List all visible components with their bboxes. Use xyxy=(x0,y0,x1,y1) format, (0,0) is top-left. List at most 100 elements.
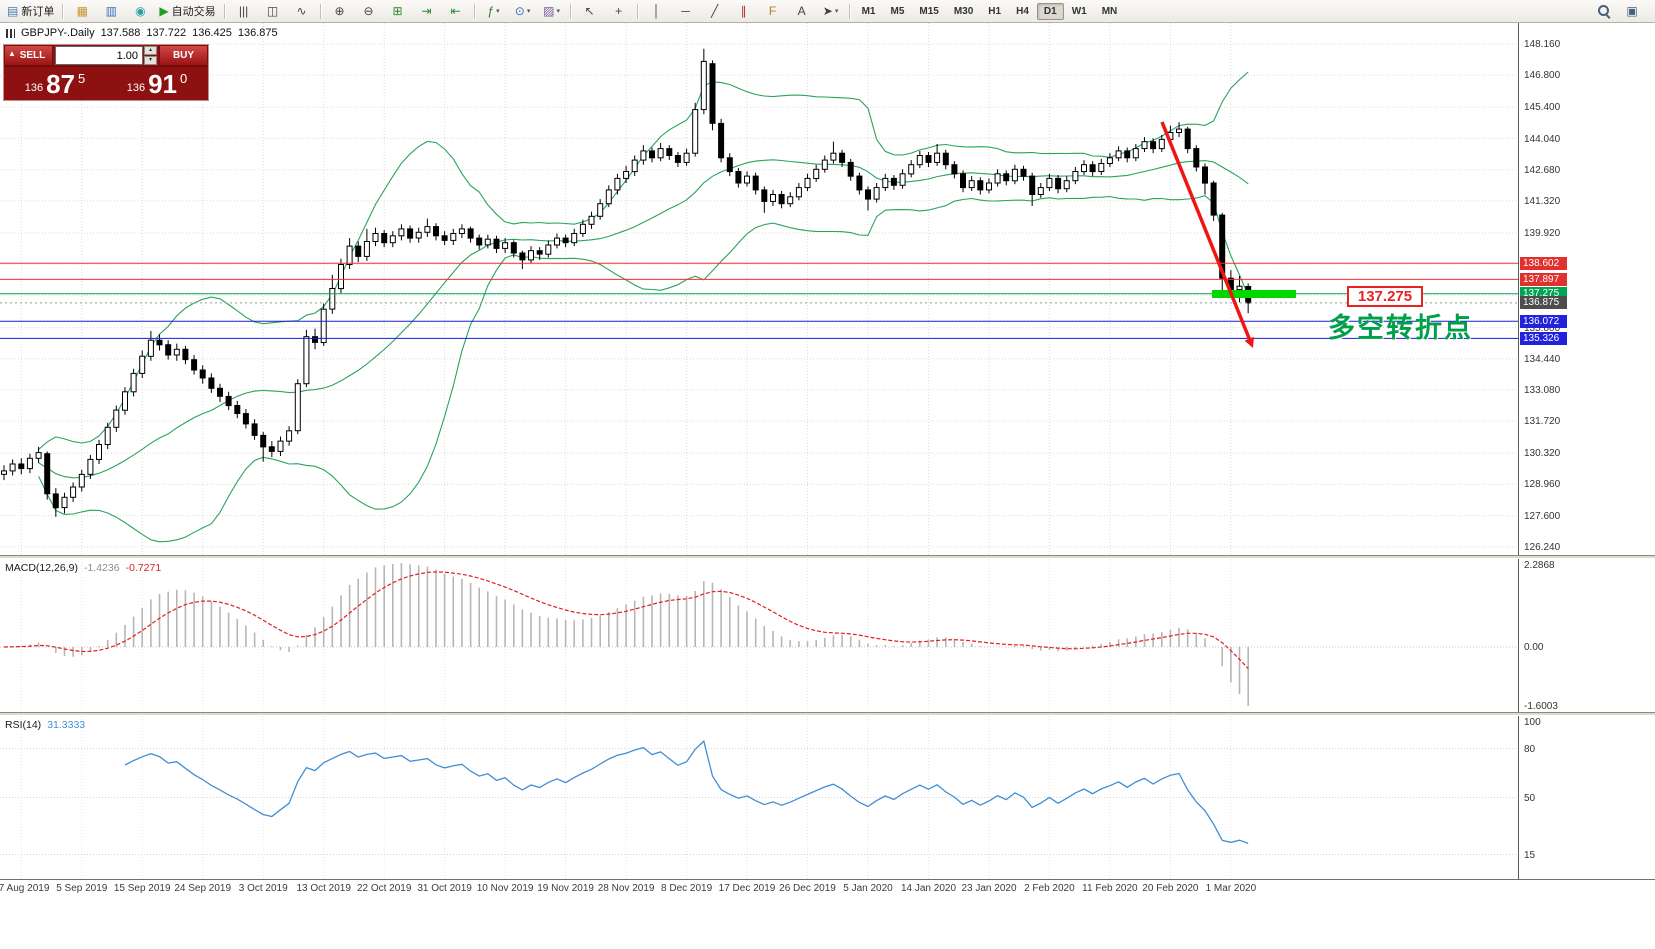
indicators-list-icon-caret[interactable]: ▾ xyxy=(496,8,500,15)
text-tool-icon[interactable]: A xyxy=(788,1,816,22)
macd-label: MACD(12,26,9) -1.4236 -0.7271 xyxy=(5,562,161,574)
bar-chart-mode-icon-glyph: ||| xyxy=(238,4,249,18)
fibonacci-tool-icon-glyph: F xyxy=(768,4,777,18)
date-label: 20 Feb 2020 xyxy=(1142,883,1199,894)
market-watch-icon-glyph: ▥ xyxy=(105,4,118,18)
candlestick-mode-icon[interactable]: ◫ xyxy=(259,1,287,22)
price-axis[interactable]: 148.160 146.800 145.400 144.040 142.680 141.3… xyxy=(1518,23,1655,555)
annotation-note[interactable]: 多空转折点 xyxy=(1328,313,1473,343)
timeframe-h1[interactable]: H1 xyxy=(988,5,1002,17)
date-label: 1 Mar 2020 xyxy=(1205,883,1257,894)
zoom-in-icon-glyph: ⊕ xyxy=(334,4,345,18)
auto-trading-button-glyph: ▶ xyxy=(159,4,169,18)
new-order-button[interactable]: ▤ 新订单 xyxy=(3,1,58,22)
price-callout[interactable]: 137.275 xyxy=(1347,286,1423,307)
rsi-panel: 100 80 50 15 RSI(14) 31.3333 xyxy=(0,716,1655,879)
timeframe-m5[interactable]: M5 xyxy=(890,5,905,17)
timeframe-m15[interactable]: M15 xyxy=(919,5,939,17)
chart-shift-icon[interactable]: ⇤ xyxy=(442,1,470,22)
volume-spinner[interactable]: ▴ ▾ xyxy=(144,46,157,65)
rsi-plot[interactable] xyxy=(0,716,1518,879)
price-tick: 146.800 xyxy=(1524,70,1561,82)
vertical-line-tool-icon-glyph: │ xyxy=(652,4,661,18)
sell-price[interactable]: 136 87 5 xyxy=(4,67,106,101)
arrows-tool-icon-caret[interactable]: ▾ xyxy=(834,8,839,15)
macd-axis[interactable]: 2.2868 0.00 -1.6003 xyxy=(1518,559,1655,712)
search-symbol-icon[interactable] xyxy=(1590,1,1618,22)
zoom-out-icon-glyph: ⊖ xyxy=(363,4,374,18)
tile-windows-icon[interactable]: ⊞ xyxy=(384,1,412,22)
toolbar: ▤ 新订单 ▦ ▥ ◉ ▶ 自动交易 ||| ◫ ∿ ⊕ ⊖ ⊞ ⇥ ⇤ ƒ ▾ ⊙ ▾ ▨ ▾ ↖ + │ ─ ╱ ∥ F A ➤ ▾ M1… xyxy=(0,0,1655,23)
zoom-in-icon[interactable]: ⊕ xyxy=(326,1,354,22)
market-watch-icon[interactable]: ▥ xyxy=(97,1,125,22)
timeframe-m30[interactable]: M30 xyxy=(953,5,974,17)
cursor-tool-icon[interactable]: ↖ xyxy=(576,1,604,22)
volume-down-icon[interactable]: ▾ xyxy=(144,56,157,65)
window-list-icon-glyph: ▣ xyxy=(1626,4,1638,18)
horizontal-line-tool-icon[interactable]: ─ xyxy=(672,1,700,22)
charts-profile-icon[interactable]: ▦ xyxy=(68,1,96,22)
line-chart-mode-icon-glyph: ∿ xyxy=(296,4,307,18)
price-tick: 131.720 xyxy=(1524,416,1561,428)
macd-value: -1.4236 xyxy=(83,562,120,574)
arrows-tool-icon-glyph: ➤ xyxy=(822,4,833,18)
panel-splitter[interactable] xyxy=(0,555,1655,559)
timeframe-d1[interactable]: D1 xyxy=(1036,2,1064,20)
date-label: 14 Jan 2020 xyxy=(900,883,957,894)
search-symbol-icon xyxy=(1597,4,1611,18)
rsi-axis[interactable]: 100 80 50 15 xyxy=(1518,716,1655,879)
timeframe-h4[interactable]: H4 xyxy=(1016,5,1029,17)
indicators-list-icon-glyph: ƒ xyxy=(487,4,495,18)
date-label: 5 Sep 2019 xyxy=(56,883,108,894)
trendline-tool-icon[interactable]: ╱ xyxy=(701,1,729,22)
window-list-icon[interactable]: ▣ xyxy=(1618,1,1646,22)
date-label: 5 Jan 2020 xyxy=(843,883,893,894)
timeframe-mn[interactable]: MN xyxy=(1101,5,1118,17)
buy-price[interactable]: 136 91 0 xyxy=(106,67,208,101)
date-label: 26 Dec 2019 xyxy=(779,883,836,894)
trendline-tool-icon-glyph: ╱ xyxy=(710,4,719,18)
horizontal-line-tool-icon-glyph: ─ xyxy=(681,4,690,18)
arrows-tool-icon[interactable]: ➤ ▾ xyxy=(817,1,845,22)
date-label: 11 Feb 2020 xyxy=(1082,883,1138,894)
main-chart-plot[interactable] xyxy=(0,23,1518,555)
macd-signal-value: -0.7271 xyxy=(125,562,162,574)
channel-tool-icon-glyph: ∥ xyxy=(740,4,747,18)
sell-button[interactable]: SELL xyxy=(4,45,53,66)
timeframe-m1[interactable]: M1 xyxy=(861,5,876,17)
fibonacci-tool-icon[interactable]: F xyxy=(759,1,787,22)
crosshair-tool-icon[interactable]: + xyxy=(605,1,633,22)
auto-scroll-icon[interactable]: ⇥ xyxy=(413,1,441,22)
toolbar-separator xyxy=(62,3,65,19)
date-label: 22 Oct 2019 xyxy=(356,883,412,894)
timeframe-w1[interactable]: W1 xyxy=(1071,5,1087,17)
vertical-line-tool-icon[interactable]: │ xyxy=(643,1,671,22)
templates-icon[interactable]: ▨ ▾ xyxy=(538,1,566,22)
panel-splitter[interactable] xyxy=(0,712,1655,716)
price-tick: 139.920 xyxy=(1524,228,1561,239)
volume-control: 1.00 ▴ ▾ xyxy=(53,45,159,66)
channel-tool-icon[interactable]: ∥ xyxy=(730,1,758,22)
indicators-list-icon[interactable]: ƒ ▾ xyxy=(480,1,508,22)
periods-icon[interactable]: ⊙ ▾ xyxy=(509,1,537,22)
macd-plot[interactable] xyxy=(0,559,1518,712)
line-chart-mode-icon[interactable]: ∿ xyxy=(288,1,316,22)
ohlc-high: 137.722 xyxy=(146,27,187,39)
chart-shift-icon-glyph: ⇤ xyxy=(450,4,461,18)
zoom-out-icon[interactable]: ⊖ xyxy=(355,1,383,22)
toolbar-separator xyxy=(473,3,476,19)
date-label: 13 Oct 2019 xyxy=(296,883,351,894)
new-order-button-glyph: ▤ xyxy=(7,4,19,18)
bar-chart-mode-icon[interactable]: ||| xyxy=(230,1,258,22)
collapse-trade-panel-icon[interactable]: ▲ xyxy=(8,49,16,58)
macd-panel: 2.2868 0.00 -1.6003 MACD(12,26,9) -1.4236 … xyxy=(0,559,1655,712)
buy-button[interactable]: BUY xyxy=(159,45,208,66)
volume-input[interactable]: 1.00 xyxy=(55,46,143,65)
volume-up-icon[interactable]: ▴ xyxy=(144,46,157,55)
templates-icon-caret[interactable]: ▾ xyxy=(556,8,560,15)
navigator-icon[interactable]: ◉ xyxy=(126,1,154,22)
auto-trading-button[interactable]: ▶ 自动交易 xyxy=(155,1,219,22)
candlestick-mode-icon-glyph: ◫ xyxy=(266,4,279,18)
periods-icon-caret[interactable]: ▾ xyxy=(526,8,531,15)
